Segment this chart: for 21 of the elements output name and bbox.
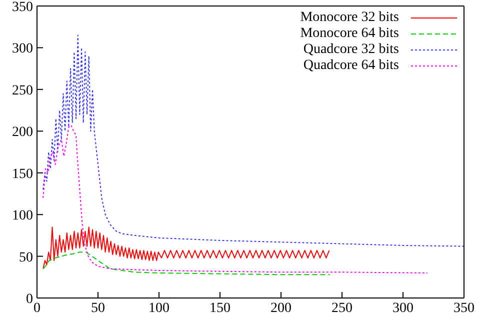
x-tick-label: 200 xyxy=(270,300,292,316)
x-tick-label: 350 xyxy=(454,300,474,316)
y-tick-label: 250 xyxy=(12,83,33,98)
y-tick-label: 50 xyxy=(19,250,33,266)
x-tick-label: 300 xyxy=(392,300,414,316)
x-tick-label: 50 xyxy=(91,300,105,316)
y-tick-label: 150 xyxy=(12,166,33,182)
line-series xyxy=(42,226,330,270)
legend-label: Quadcore 32 bits xyxy=(303,42,399,58)
x-tick-label: 250 xyxy=(332,300,352,316)
y-tick-label: 200 xyxy=(12,125,33,140)
line-series xyxy=(42,252,330,276)
y-tick-label: 100 xyxy=(12,208,33,224)
x-tick-label: 150 xyxy=(210,300,230,316)
y-tick-label: 350 xyxy=(12,0,33,15)
legend-label: Quadcore 64 bits xyxy=(303,58,399,74)
y-tick-label: 300 xyxy=(12,42,33,57)
x-tick-label: 100 xyxy=(148,300,170,316)
legend-label: Monocore 32 bits xyxy=(300,10,399,26)
legend-label: Monocore 64 bits xyxy=(300,26,399,42)
line-series xyxy=(42,124,428,274)
